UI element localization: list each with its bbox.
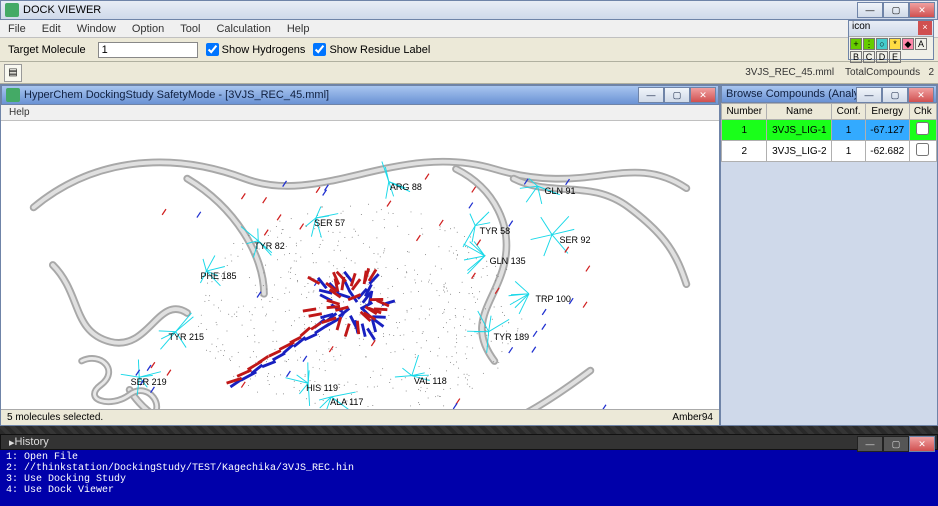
table-row[interactable]: 13VJS_LIG-11-67.127 xyxy=(722,120,937,141)
menu-calc[interactable]: Calculation xyxy=(208,21,278,37)
target-label: Target Molecule xyxy=(4,44,90,56)
hyper-title: HyperChem DockingStudy SafetyMode - [3VJ… xyxy=(24,89,329,101)
col-name[interactable]: Name xyxy=(767,104,832,120)
show-residue-box[interactable] xyxy=(313,43,326,56)
col-number[interactable]: Number xyxy=(722,104,767,120)
app-icon xyxy=(5,3,19,17)
app-title: DOCK VIEWER xyxy=(23,4,101,16)
toolbar: Target Molecule Show Hydrogens Show Resi… xyxy=(0,38,938,62)
hyper-icon xyxy=(6,88,20,102)
col-conf.[interactable]: Conf. xyxy=(832,104,866,120)
show-residue-check[interactable]: Show Residue Label xyxy=(313,43,430,56)
cell-num: 2 xyxy=(722,141,767,162)
menu-tool[interactable]: Tool xyxy=(172,21,208,37)
hyper-max-button[interactable]: ▢ xyxy=(664,87,690,103)
hyper-titlebar[interactable]: HyperChem DockingStudy SafetyMode - [3VJ… xyxy=(1,85,719,105)
menu-window[interactable]: Window xyxy=(69,21,124,37)
icon-toolbar[interactable]: icon × + ⋮ ○ * ◆ A B C D E xyxy=(848,20,934,60)
browse-close-button[interactable]: ✕ xyxy=(908,87,934,103)
icon-toolbar-title-text: icon xyxy=(852,21,870,32)
tool-e-icon[interactable]: E xyxy=(889,51,901,63)
main-titlebar: DOCK VIEWER — ▢ ✕ xyxy=(0,0,938,20)
desktop-gap xyxy=(0,426,938,434)
show-residue-label: Show Residue Label xyxy=(329,44,430,56)
status-right: Amber94 xyxy=(672,412,713,423)
menu-file[interactable]: File xyxy=(0,21,34,37)
compounds-table[interactable]: NumberNameConf.EnergyChk 13VJS_LIG-11-67… xyxy=(721,103,937,162)
icon-toolbar-title: icon × xyxy=(849,21,933,37)
show-hydrogens-check[interactable]: Show Hydrogens xyxy=(206,43,306,56)
tool-c-icon[interactable]: C xyxy=(863,51,875,63)
total-label: TotalCompounds xyxy=(845,67,920,78)
minimize-button[interactable]: — xyxy=(857,2,883,18)
cell-num: 1 xyxy=(722,120,767,141)
history-title: History xyxy=(15,436,49,448)
cell-name: 3VJS_LIG-1 xyxy=(767,120,832,141)
molecular-viewport[interactable]: ARG 88GLN 91SER 57TYR 58SER 92TYR 82GLN … xyxy=(1,121,719,409)
status-left: 5 molecules selected. xyxy=(7,412,103,423)
row-checkbox[interactable] xyxy=(916,122,929,135)
history-min-button[interactable]: — xyxy=(857,436,883,452)
total-value: 2 xyxy=(928,67,934,78)
tool-star-icon[interactable]: * xyxy=(889,38,901,50)
row-checkbox[interactable] xyxy=(916,143,929,156)
cell-energy: -67.127 xyxy=(865,120,909,141)
browse-empty-area xyxy=(721,162,937,425)
menubar: File Edit Window Option Tool Calculation… xyxy=(0,20,938,38)
hyper-min-button[interactable]: — xyxy=(638,87,664,103)
history-titlebar[interactable]: ▸ History — ▢ ✕ xyxy=(0,434,938,450)
tool-b-icon[interactable]: B xyxy=(850,51,862,63)
history-console[interactable]: 1: Open File 2: //thinkstation/DockingSt… xyxy=(0,450,938,506)
menu-help[interactable]: Help xyxy=(279,21,318,37)
history-max-button[interactable]: ▢ xyxy=(883,436,909,452)
doc-icon[interactable]: ▤ xyxy=(4,64,22,82)
show-hydrogens-label: Show Hydrogens xyxy=(222,44,306,56)
tool-bond-icon[interactable]: ⋮ xyxy=(863,38,875,50)
menu-option[interactable]: Option xyxy=(124,21,172,37)
tool-a-icon[interactable]: A xyxy=(915,38,927,50)
maximize-button[interactable]: ▢ xyxy=(883,2,909,18)
cell-conf: 1 xyxy=(832,141,866,162)
tool-ring-icon[interactable]: ○ xyxy=(876,38,888,50)
history-close-button[interactable]: ✕ xyxy=(909,436,935,452)
col-energy[interactable]: Energy xyxy=(865,104,909,120)
browse-titlebar[interactable]: Browse Compounds (Analyzing Mode) — ▢ ✕ xyxy=(721,85,937,103)
show-hydrogens-box[interactable] xyxy=(206,43,219,56)
col-chk[interactable]: Chk xyxy=(909,104,936,120)
icon-toolbar-close[interactable]: × xyxy=(918,21,932,35)
hyperchem-window: HyperChem DockingStudy SafetyMode - [3VJ… xyxy=(0,84,720,426)
tool-d-icon[interactable]: D xyxy=(876,51,888,63)
tool-plus-icon[interactable]: + xyxy=(850,38,862,50)
cell-energy: -62.682 xyxy=(865,141,909,162)
close-button[interactable]: ✕ xyxy=(909,2,935,18)
hyper-menu-help[interactable]: Help xyxy=(1,105,38,120)
table-row[interactable]: 23VJS_LIG-21-62.682 xyxy=(722,141,937,162)
hyper-statusbar: 5 molecules selected. Amber94 xyxy=(1,409,719,425)
target-input[interactable] xyxy=(98,42,198,58)
hyper-menubar: Help xyxy=(1,105,719,121)
hyper-close-button[interactable]: ✕ xyxy=(690,87,716,103)
toolbar-secondary: ▤ 3VJS_REC_45.mml TotalCompounds 2 xyxy=(0,62,938,84)
browse-max-button[interactable]: ▢ xyxy=(882,87,908,103)
browse-panel: Browse Compounds (Analyzing Mode) — ▢ ✕ … xyxy=(720,84,938,426)
cell-name: 3VJS_LIG-2 xyxy=(767,141,832,162)
browse-min-button[interactable]: — xyxy=(856,87,882,103)
cell-conf: 1 xyxy=(832,120,866,141)
menu-edit[interactable]: Edit xyxy=(34,21,69,37)
filename-label: 3VJS_REC_45.mml xyxy=(745,67,834,78)
tool-heart-icon[interactable]: ◆ xyxy=(902,38,914,50)
